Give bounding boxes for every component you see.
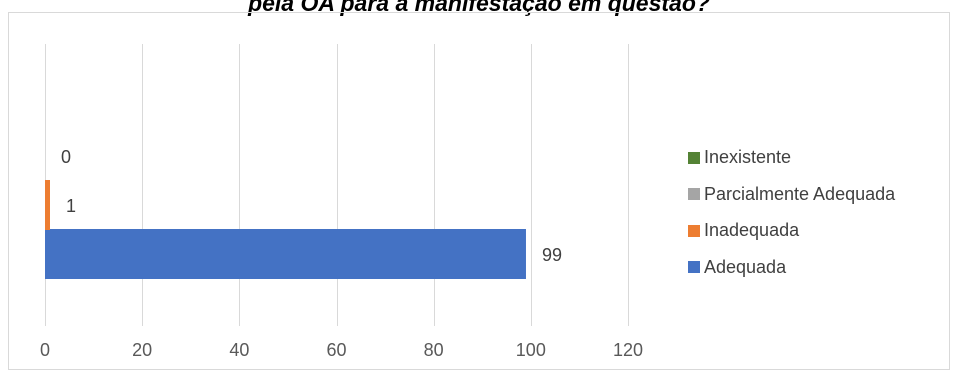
x-tick-label: 120 — [613, 340, 643, 360]
data-label: 0 — [61, 147, 71, 167]
bar-adequada — [45, 229, 526, 279]
data-label: 99 — [542, 245, 562, 265]
legend-item: Parcialmente Adequada — [688, 176, 895, 213]
data-label: 1 — [66, 196, 76, 216]
legend-label: Adequada — [704, 256, 787, 277]
x-tick-label: 80 — [424, 340, 444, 360]
legend-label: Parcialmente Adequada — [704, 183, 896, 204]
x-tick-label: 100 — [516, 340, 546, 360]
data-labels: 99 1 0 — [61, 147, 562, 265]
x-tick-label: 0 — [40, 340, 50, 360]
legend-swatch — [688, 151, 700, 164]
bar-inadequada — [45, 180, 50, 230]
bars — [45, 180, 526, 279]
legend-swatch — [688, 261, 700, 273]
legend-item: Inexistente — [688, 139, 791, 176]
x-tick-label: 40 — [229, 340, 249, 360]
x-tick-label: 20 — [132, 340, 152, 360]
legend-swatch — [688, 224, 700, 237]
legend-label: Inadequada — [704, 220, 800, 240]
x-tick-labels: 0 20 40 60 80 100 120 — [40, 340, 643, 360]
legend-label: Inexistente — [704, 147, 792, 167]
x-tick-label: 60 — [326, 340, 346, 360]
legend-item: Inadequada — [688, 212, 799, 249]
legend-item: Adequada — [688, 249, 786, 286]
legend-swatch — [688, 188, 700, 200]
grid-lines — [45, 44, 629, 326]
